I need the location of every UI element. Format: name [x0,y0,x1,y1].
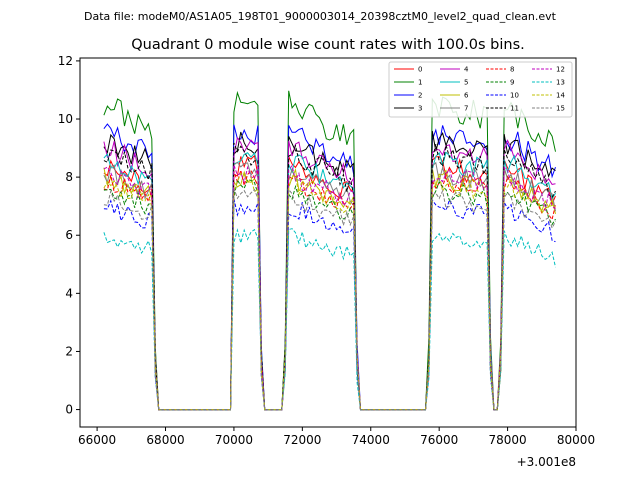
legend-label-10: 10 [510,92,519,100]
x-tick-label: 68000 [146,433,184,447]
legend-label-9: 9 [510,79,514,87]
legend-label-1: 1 [418,79,422,87]
legend-label-15: 15 [556,105,565,113]
legend-label-0: 0 [418,66,422,74]
x-offset-label: +3.001e8 [517,455,576,469]
x-axis: 66000 68000 70000 72000 74000 76000 78000 80000 [78,427,595,447]
series-line-15 [103,187,556,411]
y-tick-label: 12 [58,54,73,68]
x-tick-label: 80000 [557,433,595,447]
y-tick-label: 2 [65,344,73,358]
legend-label-2: 2 [418,92,422,100]
file-note: Data file: modeM0/AS1A05_198T01_90000030… [84,10,557,23]
x-tick-label: 76000 [420,433,458,447]
series-line-9 [103,178,556,411]
legend-label-6: 6 [464,92,469,100]
legend-label-8: 8 [510,66,514,74]
legend-label-4: 4 [464,66,469,74]
series-line-1 [103,90,556,411]
x-tick-label: 72000 [283,433,321,447]
y-axis: 0 2 4 6 8 10 12 [58,54,80,417]
legend-label-11: 11 [510,105,519,113]
series-lines [103,90,556,411]
x-tick-label: 74000 [352,433,390,447]
y-tick-label: 8 [65,170,73,184]
x-tick-label: 70000 [215,433,253,447]
legend-label-13: 13 [556,79,565,87]
series-line-14 [103,172,556,411]
legend-label-3: 3 [418,105,422,113]
y-tick-label: 0 [65,403,73,417]
legend-label-7: 7 [464,105,468,113]
legend-label-12: 12 [556,66,565,74]
chart-title: Quadrant 0 module wise count rates with … [131,37,525,53]
legend-label-14: 14 [556,92,565,100]
y-tick-label: 4 [65,286,73,300]
y-tick-label: 6 [65,228,73,242]
y-tick-label: 10 [58,112,73,126]
legend-box [388,61,573,118]
plot-frame [79,57,577,428]
x-tick-label: 66000 [78,433,116,447]
legend-label-5: 5 [464,79,468,87]
x-tick-label: 78000 [488,433,526,447]
